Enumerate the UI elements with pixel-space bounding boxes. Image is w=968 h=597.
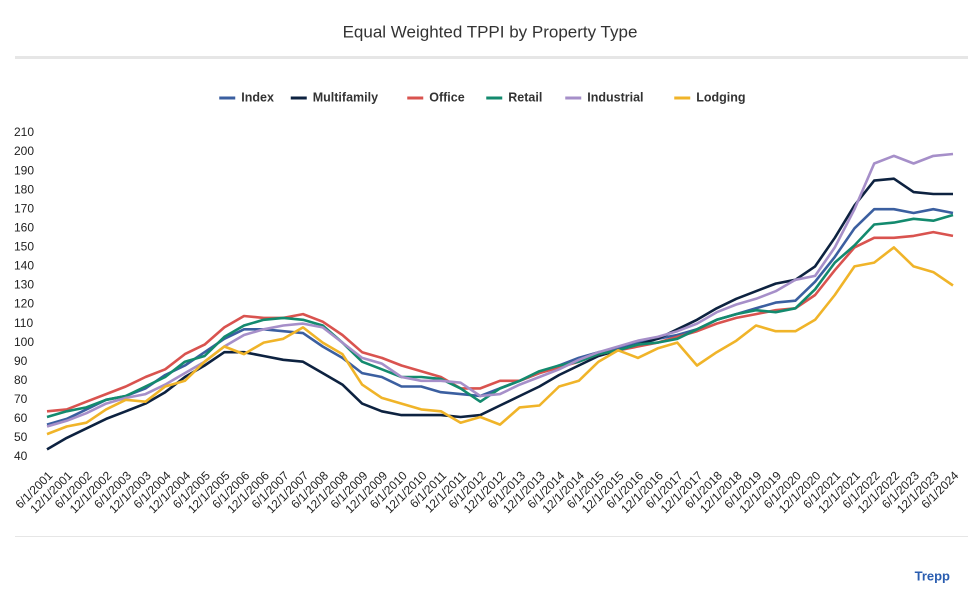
y-tick-label: 100 (14, 335, 34, 349)
y-tick-label: 190 (14, 163, 34, 177)
y-tick-label: 70 (14, 392, 28, 406)
y-tick-label: 150 (14, 240, 34, 254)
y-tick-label: 50 (14, 430, 28, 444)
series-line (46, 230, 954, 413)
series-line (46, 177, 953, 451)
y-tick-label: 200 (14, 144, 34, 158)
legend-label: Office (429, 90, 464, 104)
separator (15, 536, 968, 537)
series-line (46, 246, 954, 436)
legend-label: Retail (508, 90, 542, 104)
y-tick-label: 110 (14, 316, 33, 330)
legend-label: Lodging (696, 90, 745, 104)
y-tick-label: 120 (14, 297, 34, 311)
y-tick-label: 140 (14, 259, 34, 273)
legend-label: Multifamily (313, 90, 378, 104)
y-tick-label: 60 (14, 411, 28, 425)
brand-logo: Trepp (915, 568, 950, 583)
series-line (46, 152, 954, 428)
chart-title: Equal Weighted TPPI by Property Type (343, 22, 638, 41)
y-tick-label: 90 (14, 354, 28, 368)
legend-label: Index (241, 90, 274, 104)
legend-label: Industrial (587, 90, 643, 104)
series-line (46, 213, 954, 419)
y-tick-label: 40 (14, 449, 28, 463)
y-tick-label: 80 (14, 373, 28, 387)
y-tick-label: 170 (14, 201, 34, 215)
y-tick-label: 180 (14, 182, 34, 196)
y-tick-label: 210 (14, 125, 34, 139)
y-tick-label: 160 (14, 220, 34, 234)
separator (15, 56, 968, 59)
y-tick-label: 130 (14, 278, 34, 292)
